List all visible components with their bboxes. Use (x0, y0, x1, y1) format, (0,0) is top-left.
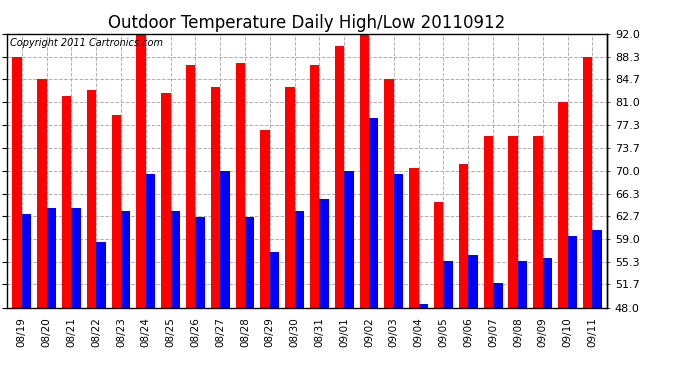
Bar (509, 136, 518, 308)
Bar (12, 57, 22, 308)
Bar (87, 90, 96, 308)
Bar (186, 65, 195, 308)
Bar (518, 261, 527, 308)
Bar (310, 65, 319, 308)
Bar (434, 202, 444, 308)
Bar (137, 34, 146, 308)
Bar (419, 304, 428, 307)
Bar (195, 217, 205, 308)
Bar (62, 96, 71, 308)
Bar (484, 136, 493, 308)
Bar (170, 211, 180, 308)
Bar (567, 236, 577, 308)
Bar (146, 174, 155, 308)
Bar (245, 217, 255, 308)
Bar (112, 115, 121, 308)
Bar (533, 136, 543, 308)
Bar (394, 174, 403, 308)
Bar (543, 258, 552, 307)
Bar (285, 87, 295, 308)
Bar (469, 255, 477, 308)
Bar (335, 46, 344, 308)
Bar (270, 252, 279, 308)
Bar (369, 118, 379, 308)
Text: Copyright 2011 Cartronics.com: Copyright 2011 Cartronics.com (10, 38, 163, 48)
Bar (384, 79, 394, 308)
Bar (220, 171, 230, 308)
Bar (459, 164, 469, 308)
Bar (22, 214, 31, 308)
Bar (37, 79, 47, 308)
Bar (121, 211, 130, 308)
Bar (444, 261, 453, 308)
Bar (47, 208, 56, 308)
Bar (211, 87, 220, 308)
Bar (493, 283, 502, 308)
Bar (295, 211, 304, 308)
Bar (161, 93, 170, 308)
Bar (409, 168, 419, 308)
Bar (260, 130, 270, 308)
Bar (558, 102, 567, 308)
Title: Outdoor Temperature Daily High/Low 20110912: Outdoor Temperature Daily High/Low 20110… (108, 14, 506, 32)
Bar (71, 208, 81, 308)
Bar (235, 63, 245, 308)
Bar (359, 31, 369, 308)
Bar (344, 171, 354, 308)
Bar (592, 230, 602, 308)
Bar (96, 242, 106, 308)
Bar (583, 57, 592, 308)
Bar (319, 199, 329, 308)
